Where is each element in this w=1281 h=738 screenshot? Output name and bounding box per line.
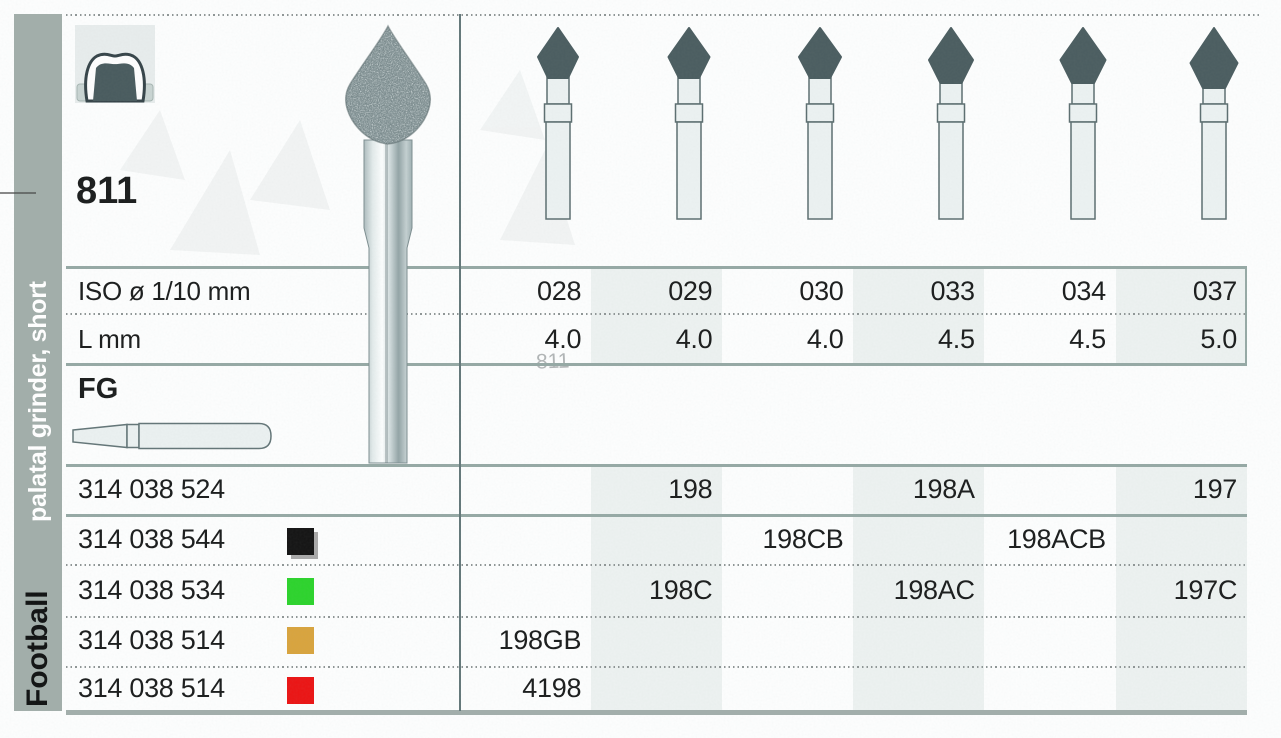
order-code-cell: [854, 525, 985, 553]
order-code-cell: 197C: [1173, 575, 1238, 605]
order-code-cell: [854, 626, 985, 654]
iso-value: 037: [1192, 276, 1238, 306]
order-code-cell: [460, 475, 591, 503]
order-code-row: 198CB 198ACB: [460, 525, 1247, 553]
rule-fg-bottom: [66, 464, 1247, 467]
order-code-cell: [722, 674, 853, 702]
iso-value: 029: [668, 276, 713, 306]
order-code-row: 198 198A 197: [460, 475, 1247, 503]
rule-dotted-1: [66, 564, 1247, 566]
length-value: 4.0: [544, 324, 582, 354]
rule-dotted-2: [66, 616, 1247, 618]
order-code-cell: [1116, 626, 1247, 654]
order-number: 314 038 534: [78, 575, 225, 605]
order-code-row: 198GB: [460, 626, 1247, 654]
order-code-cell: 198CB: [762, 524, 844, 554]
order-code-cell: [591, 674, 722, 702]
order-code-cell: 198: [668, 474, 713, 504]
grit-color-swatch: [287, 578, 314, 605]
order-code-row: 198C 198AC 197C: [460, 576, 1247, 604]
order-code-cell: [1116, 674, 1247, 702]
order-code-cell: [985, 674, 1116, 702]
order-number: 314 038 544: [78, 524, 225, 554]
order-code-cell: 198ACB: [1007, 524, 1106, 554]
grit-color-swatch: [287, 528, 314, 555]
order-code-cell: [985, 576, 1116, 604]
order-code-cell: 198GB: [498, 625, 582, 655]
rule-dotted-3: [66, 666, 1247, 668]
sidebar-vertical-label: palatal grinder, short: [24, 281, 52, 522]
iso-value: 028: [537, 276, 582, 306]
length-value: 4.5: [1069, 324, 1106, 354]
bur-silhouette-028: [537, 27, 579, 220]
bur-silhouette-030: [798, 27, 842, 220]
grit-color-swatch: [287, 627, 314, 654]
length-value: 4.5: [938, 324, 975, 354]
grit-color-swatch: [287, 677, 314, 704]
shank-type-label: FG: [78, 373, 119, 405]
order-code-cell: [722, 576, 853, 604]
order-code-cell: [591, 626, 722, 654]
order-code-cell: [854, 674, 985, 702]
rule-iso-l-dotted: [66, 313, 1247, 315]
order-code-cell: [460, 576, 591, 604]
iso-row-label: ISO ø 1/10 mm: [78, 276, 251, 306]
order-code-cell: 198AC: [893, 575, 975, 605]
order-number: 314 038 514: [78, 625, 225, 655]
order-code-cell: [722, 626, 853, 654]
order-code-row: 4198: [460, 674, 1247, 702]
order-code-cell: [1116, 525, 1247, 553]
length-value-row: 4.0 4.0 4.0 4.5 4.5 5.0: [460, 325, 1247, 353]
bur-silhouette-034: [1059, 27, 1107, 220]
order-code-cell: [460, 525, 591, 553]
order-code-cell: 197: [1192, 474, 1238, 504]
rule-iso-top: [66, 266, 1247, 269]
bur-silhouette-029: [667, 27, 711, 220]
prepared-tooth-icon: [75, 25, 155, 103]
order-number: 314 038 514: [78, 673, 225, 703]
iso-value: 034: [1061, 276, 1106, 306]
order-code-cell: [985, 626, 1116, 654]
rule-row1-bottom: [66, 514, 1247, 517]
bur-silhouette-037: [1189, 27, 1239, 220]
rule-label-column-right: [459, 14, 461, 711]
sidebar-category-label: Football: [21, 590, 54, 707]
iso-value: 033: [930, 276, 975, 306]
diamond-bur-photo: [344, 24, 432, 464]
bur-silhouette-033: [928, 27, 974, 220]
rule-l-bottom: [66, 363, 1247, 366]
length-value: 4.0: [675, 324, 713, 354]
iso-value: 030: [799, 276, 844, 306]
length-value: 5.0: [1200, 324, 1238, 354]
order-code-cell: 4198: [522, 673, 582, 703]
iso-value-row: 028 029 030 033 034 037: [460, 277, 1247, 305]
order-code-cell: 198C: [648, 575, 713, 605]
figure-number: 811: [76, 170, 138, 212]
rule-table-bottom: [66, 710, 1247, 715]
order-code-cell: [722, 475, 853, 503]
registration-mark: [0, 192, 36, 194]
order-code-cell: 198A: [912, 474, 975, 504]
fg-shank-icon: [72, 422, 272, 450]
length-value: 4.0: [806, 324, 844, 354]
order-number: 314 038 524: [78, 474, 225, 504]
top-dotted-border: [66, 14, 1262, 16]
order-code-cell: [591, 525, 722, 553]
length-row-label: L mm: [78, 324, 141, 354]
order-code-cell: [985, 475, 1116, 503]
